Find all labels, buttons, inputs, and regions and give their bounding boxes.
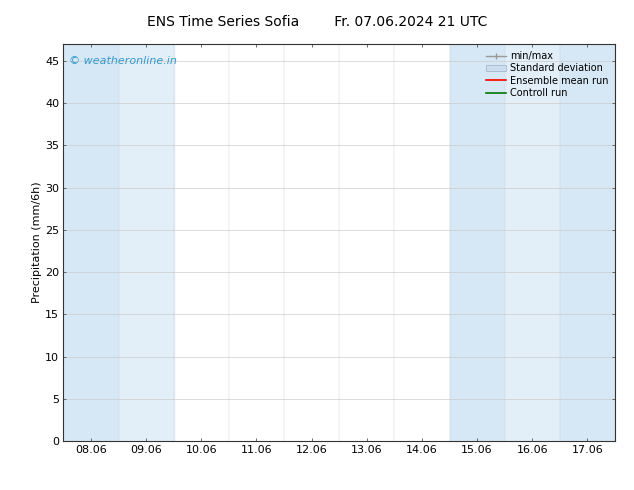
Bar — [63, 44, 119, 441]
Bar — [450, 44, 505, 441]
Y-axis label: Precipitation (mm/6h): Precipitation (mm/6h) — [32, 182, 42, 303]
Bar — [119, 44, 174, 441]
Bar — [560, 44, 615, 441]
Text: ENS Time Series Sofia        Fr. 07.06.2024 21 UTC: ENS Time Series Sofia Fr. 07.06.2024 21 … — [147, 15, 487, 29]
Bar — [505, 44, 560, 441]
Text: © weatheronline.in: © weatheronline.in — [69, 56, 177, 66]
Legend: min/max, Standard deviation, Ensemble mean run, Controll run: min/max, Standard deviation, Ensemble me… — [484, 49, 610, 100]
